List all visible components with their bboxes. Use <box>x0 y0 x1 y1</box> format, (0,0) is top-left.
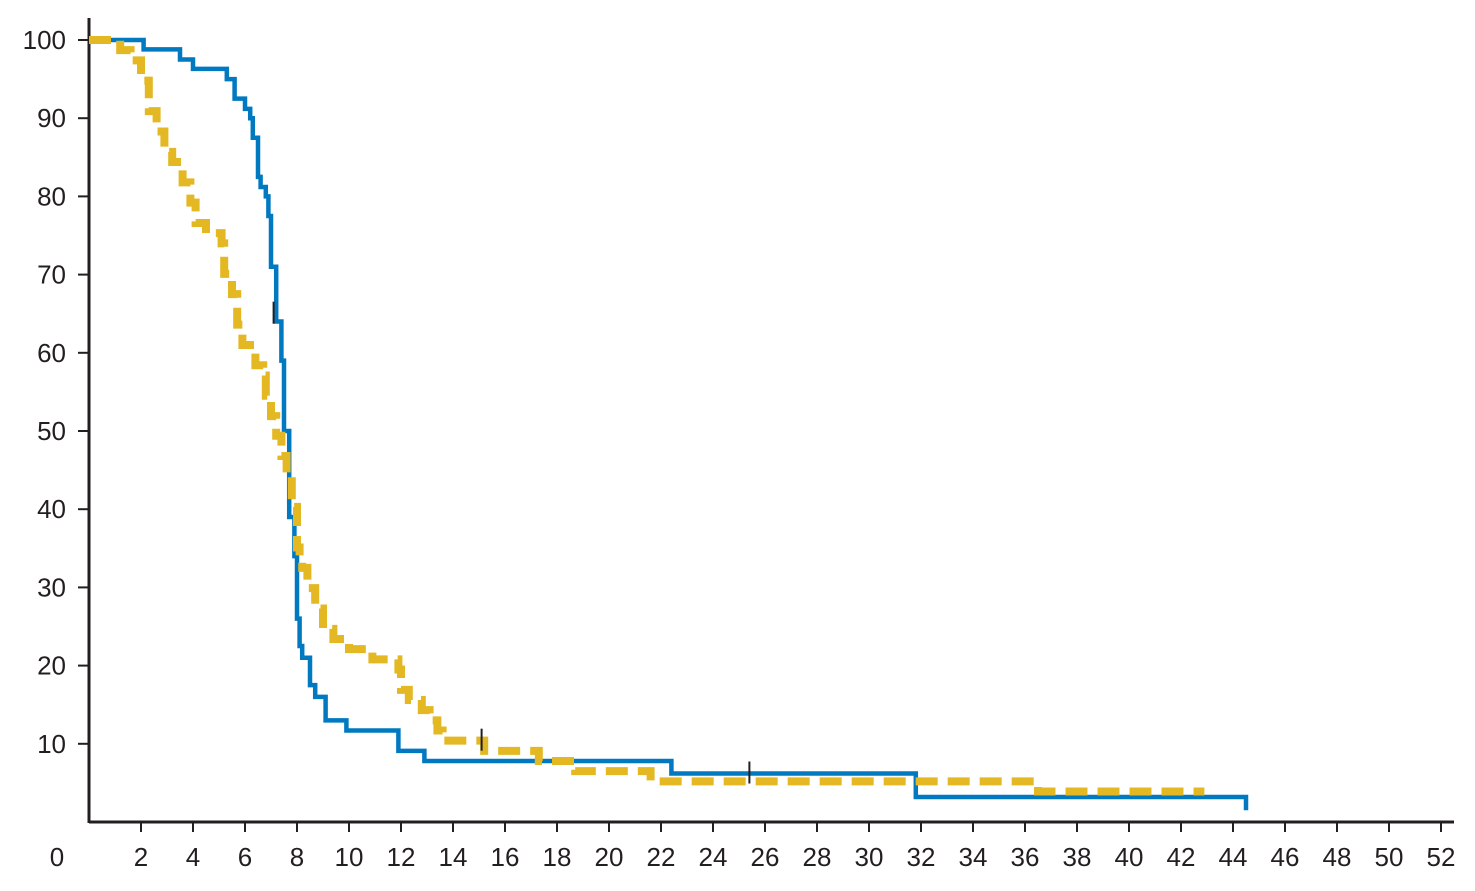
y-tick-label: 80 <box>37 181 66 211</box>
x-tick-label: 16 <box>491 842 520 872</box>
x-tick-label: 44 <box>1219 842 1248 872</box>
series-line-2 <box>89 36 1205 796</box>
y-tick-label: 50 <box>37 416 66 446</box>
x-tick-label: 50 <box>1375 842 1404 872</box>
x-ticks: 2 4 6 8 10 12 14 16 18 20 22 24 26 28 30 32 34 36 38 40 42 44… <box>134 822 1456 872</box>
x-tick-label: 24 <box>699 842 728 872</box>
x-tick-label: 28 <box>803 842 832 872</box>
series-layer <box>89 36 1249 811</box>
x-tick-label: 2 <box>134 842 148 872</box>
y-tick-label: 20 <box>37 651 66 681</box>
x-tick-label: 48 <box>1323 842 1352 872</box>
x-tick-label: 20 <box>595 842 624 872</box>
x-tick-label: 40 <box>1115 842 1144 872</box>
x-tick-label: 46 <box>1271 842 1300 872</box>
x-tick-label: 30 <box>855 842 884 872</box>
series-line-1 <box>89 37 1249 811</box>
axes: 0 <box>50 18 1454 872</box>
x-tick-label: 52 <box>1427 842 1456 872</box>
x-tick-label: 4 <box>186 842 200 872</box>
x-tick-label: 38 <box>1063 842 1092 872</box>
x-tick-label: 34 <box>959 842 988 872</box>
x-tick-label: 6 <box>238 842 252 872</box>
x-tick-label: 32 <box>907 842 936 872</box>
y-tick-label: 100 <box>23 25 66 55</box>
x-tick-label: 18 <box>543 842 572 872</box>
x-tick-label: 8 <box>290 842 304 872</box>
y-tick-label: 30 <box>37 572 66 602</box>
y-tick-label: 40 <box>37 494 66 524</box>
y-tick-label: 90 <box>37 103 66 133</box>
x-tick-label: 42 <box>1167 842 1196 872</box>
y-ticks: 10 20 30 40 50 60 70 80 90 100 <box>23 25 89 759</box>
y-tick-label: 70 <box>37 260 66 290</box>
x-tick-label: 22 <box>647 842 676 872</box>
y-tick-label: 60 <box>37 338 66 368</box>
origin-label: 0 <box>50 842 64 872</box>
x-tick-label: 14 <box>439 842 468 872</box>
x-tick-label: 26 <box>751 842 780 872</box>
x-tick-label: 36 <box>1011 842 1040 872</box>
y-tick-label: 10 <box>37 729 66 759</box>
x-tick-label: 12 <box>387 842 416 872</box>
x-tick-label: 10 <box>335 842 364 872</box>
